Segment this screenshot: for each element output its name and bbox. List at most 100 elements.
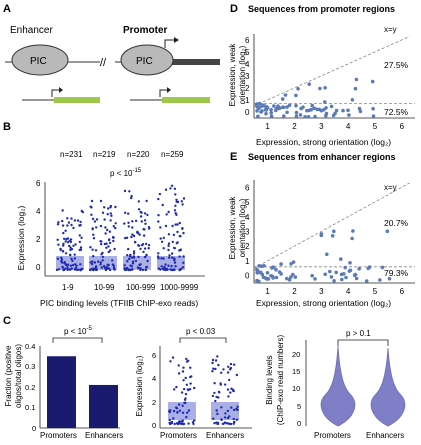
panelD-point bbox=[353, 86, 358, 91]
panel-b-point bbox=[91, 248, 94, 251]
panel-b-point bbox=[142, 234, 146, 237]
panel-b-point bbox=[128, 268, 131, 271]
panel-c-strip-point bbox=[216, 421, 220, 425]
panelE-point bbox=[329, 275, 334, 279]
panel-b-point bbox=[167, 244, 170, 247]
panel-b-point bbox=[90, 262, 94, 266]
panel-b-point bbox=[112, 236, 115, 239]
panel-b-pvalue-exponent: -15 bbox=[132, 168, 141, 174]
panel-b-point bbox=[159, 237, 162, 240]
panel-b-point bbox=[65, 238, 68, 241]
panel-b-point bbox=[60, 260, 63, 263]
panel-c-strip-point bbox=[171, 356, 175, 359]
panelE-point bbox=[348, 268, 353, 273]
panel-b-point bbox=[70, 217, 73, 220]
panel-c-strip-point bbox=[189, 382, 192, 385]
panel-b-point bbox=[173, 259, 176, 262]
panelE-point bbox=[285, 276, 289, 281]
panel-b-point bbox=[131, 226, 134, 229]
panelD-point bbox=[296, 87, 300, 91]
panelD-point bbox=[303, 115, 307, 119]
panel-b-point bbox=[160, 240, 164, 243]
panelD-point bbox=[371, 107, 375, 111]
panel-b-point bbox=[55, 268, 59, 272]
panel-c-bar-pvalue-base: p < 10 bbox=[64, 327, 87, 336]
panel-c-strip-point bbox=[175, 385, 178, 389]
panel-d-upper-percent: 27.5% bbox=[384, 60, 409, 70]
panelE-point bbox=[261, 275, 266, 280]
panelE-point bbox=[271, 265, 275, 270]
panel-b-point bbox=[173, 187, 177, 190]
panel-b-point bbox=[146, 259, 149, 263]
panel-b-point bbox=[71, 259, 74, 262]
panel-b-point bbox=[90, 213, 93, 216]
panel-b-point bbox=[159, 226, 162, 229]
panel-b-point bbox=[175, 242, 178, 245]
panel-b-point bbox=[91, 260, 94, 263]
panel-b-point bbox=[182, 231, 185, 235]
panel-b-point bbox=[104, 232, 107, 235]
enhancer-reporter-gene bbox=[54, 97, 100, 103]
panel-b-point bbox=[137, 200, 140, 203]
panel-c-strip-point bbox=[232, 408, 236, 412]
panel-c-strip-point bbox=[224, 412, 227, 415]
enhancer-pic-shape bbox=[11, 44, 69, 76]
panel-b-point bbox=[79, 268, 83, 271]
panelD-point bbox=[256, 114, 260, 119]
panel-c-bar-pvalue-exponent: -5 bbox=[86, 326, 92, 332]
panel-b-point bbox=[64, 240, 67, 243]
panel-c-strip-point bbox=[223, 421, 227, 424]
panel-c: C Fraction (positive oligos/total oligos… bbox=[3, 315, 406, 440]
panel-c-strip-point bbox=[182, 379, 185, 382]
panelD-point bbox=[294, 114, 299, 118]
panel-b-point bbox=[132, 250, 136, 253]
panelD-point bbox=[329, 104, 334, 109]
panelE-point bbox=[328, 269, 332, 274]
panel-b-point bbox=[61, 250, 65, 253]
panelE-ytick: 4 bbox=[245, 213, 250, 222]
panel-b-point bbox=[132, 234, 136, 238]
panel-b-point bbox=[66, 241, 70, 244]
panel-b-point bbox=[145, 265, 149, 269]
panelE-point bbox=[287, 278, 292, 282]
panelD-point bbox=[269, 108, 273, 112]
panelD-point bbox=[255, 104, 259, 109]
panelD-point bbox=[322, 108, 326, 112]
panel-c-letter: C bbox=[3, 315, 11, 327]
panel-b-point bbox=[102, 264, 106, 268]
panel-b-point bbox=[124, 211, 127, 214]
panel-c-bar-category-promoters: Promoters bbox=[40, 431, 77, 440]
panel-d-ylabel-line2: orientation (log₂) bbox=[238, 45, 247, 104]
panel-b-point bbox=[136, 266, 140, 269]
panelD-point bbox=[274, 108, 278, 113]
panel-b-point bbox=[90, 199, 94, 203]
panel-c-strip-point bbox=[187, 409, 191, 412]
panel-b-point bbox=[131, 233, 134, 236]
panel-e: E Sequences from enhancer regions Expres… bbox=[228, 151, 415, 308]
panel-b-point bbox=[164, 224, 168, 228]
panel-c-strip-point bbox=[216, 355, 219, 358]
panel-c-strip-point bbox=[193, 419, 196, 422]
panel-b-point bbox=[90, 206, 93, 209]
panel-b-point bbox=[79, 246, 83, 249]
panel-b-point bbox=[182, 255, 185, 258]
panel-c-strip-ytick-0: 0 bbox=[152, 421, 156, 430]
panel-b-point bbox=[128, 257, 131, 261]
panel-b-ylabel: Expression (log₂) bbox=[16, 205, 26, 270]
panel-b-point bbox=[148, 227, 151, 230]
panel-c-stripplot bbox=[168, 355, 239, 426]
panelE-point bbox=[293, 275, 298, 279]
panel-b-point bbox=[137, 255, 140, 259]
panel-b-point bbox=[105, 242, 108, 245]
panel-c-strip-point bbox=[233, 420, 236, 424]
panel-c-bar-ytick-0.2: 0.2 bbox=[25, 383, 35, 392]
panel-c-strip-point bbox=[215, 409, 218, 412]
panelD-point bbox=[264, 105, 269, 109]
panel-c-strip-point bbox=[221, 422, 225, 425]
panel-b-point bbox=[103, 266, 107, 270]
panel-b-point bbox=[164, 268, 167, 272]
panel-b-point bbox=[103, 206, 106, 209]
promoter-tss-arrowhead bbox=[174, 37, 179, 43]
panel-b-point bbox=[165, 213, 168, 216]
